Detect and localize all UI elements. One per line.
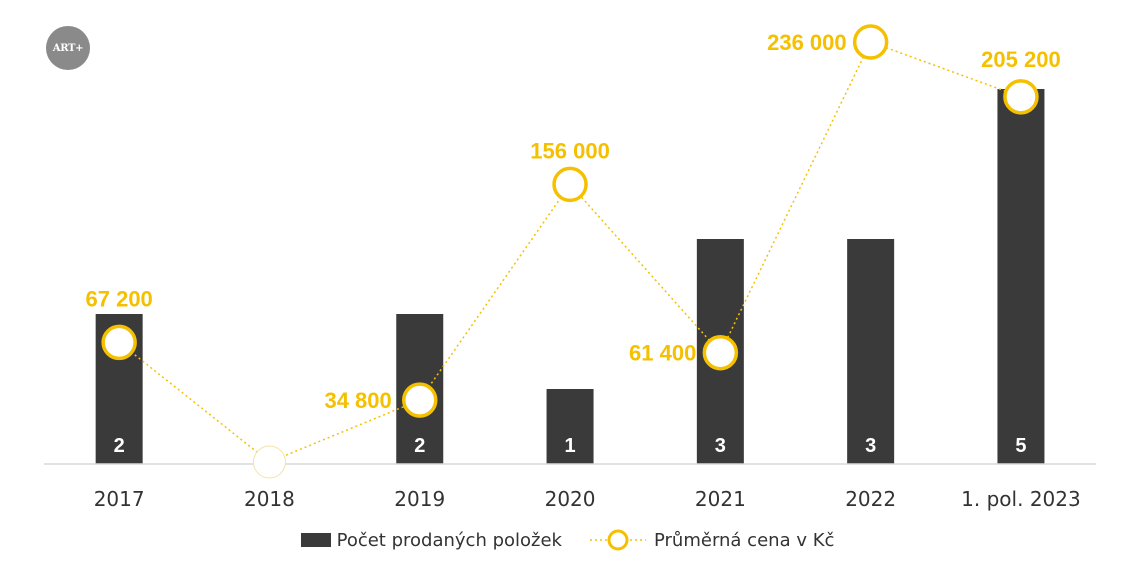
price-marker bbox=[1003, 79, 1039, 115]
legend-item-line: Průměrná cena v Kč bbox=[589, 528, 835, 552]
price-marker bbox=[252, 445, 286, 479]
price-value-label: 205 200 bbox=[981, 47, 1061, 72]
legend-item-bars: Počet prodaných položek bbox=[300, 529, 562, 551]
bar-value-label: 1 bbox=[564, 435, 575, 457]
ticks-layer: 2017 2018 2019 2020 2021 2022 1. pol. 2023 bbox=[94, 487, 1081, 511]
x-tick-label: 2017 bbox=[94, 487, 145, 511]
bar-value-label: 5 bbox=[1015, 435, 1026, 457]
price-value-label: 34 800 bbox=[324, 388, 391, 413]
legend-bar-swatch bbox=[300, 533, 331, 547]
x-tick-label: 2019 bbox=[394, 487, 445, 511]
x-tick-label: 1. pol. 2023 bbox=[961, 487, 1081, 511]
x-tick-label: 2020 bbox=[545, 487, 596, 511]
bar-value-label: 3 bbox=[715, 435, 726, 457]
bar-2022 bbox=[847, 239, 895, 464]
bar-value-label: 3 bbox=[865, 435, 876, 457]
bar-1-pol-2023 bbox=[997, 89, 1045, 464]
bar-2020 bbox=[546, 389, 594, 464]
bar-value-label: 2 bbox=[114, 435, 125, 457]
price-value-label: 61 400 bbox=[629, 341, 696, 366]
price-value-label: 156 000 bbox=[530, 138, 610, 163]
price-marker bbox=[702, 334, 739, 371]
x-tick-label: 2018 bbox=[244, 487, 295, 511]
line-layer bbox=[101, 24, 1039, 479]
x-tick-label: 2021 bbox=[695, 487, 746, 511]
legend-bar-label: Počet prodaných položek bbox=[336, 529, 562, 551]
price-value-label: 236 000 bbox=[767, 30, 847, 55]
legend: Počet prodaných položek Průměrná cena v … bbox=[0, 528, 1135, 552]
x-tick-label: 2022 bbox=[845, 487, 896, 511]
brand-logo: ART+ bbox=[46, 26, 90, 70]
price-marker bbox=[101, 324, 137, 361]
legend-line-marker-icon bbox=[589, 529, 646, 551]
price-marker bbox=[552, 166, 588, 203]
price-value-label: 67 200 bbox=[86, 286, 153, 311]
bar-value-label: 2 bbox=[414, 435, 425, 457]
legend-line-label: Průměrná cena v Kč bbox=[653, 529, 835, 551]
price-marker bbox=[852, 24, 889, 60]
price-marker bbox=[402, 382, 438, 418]
